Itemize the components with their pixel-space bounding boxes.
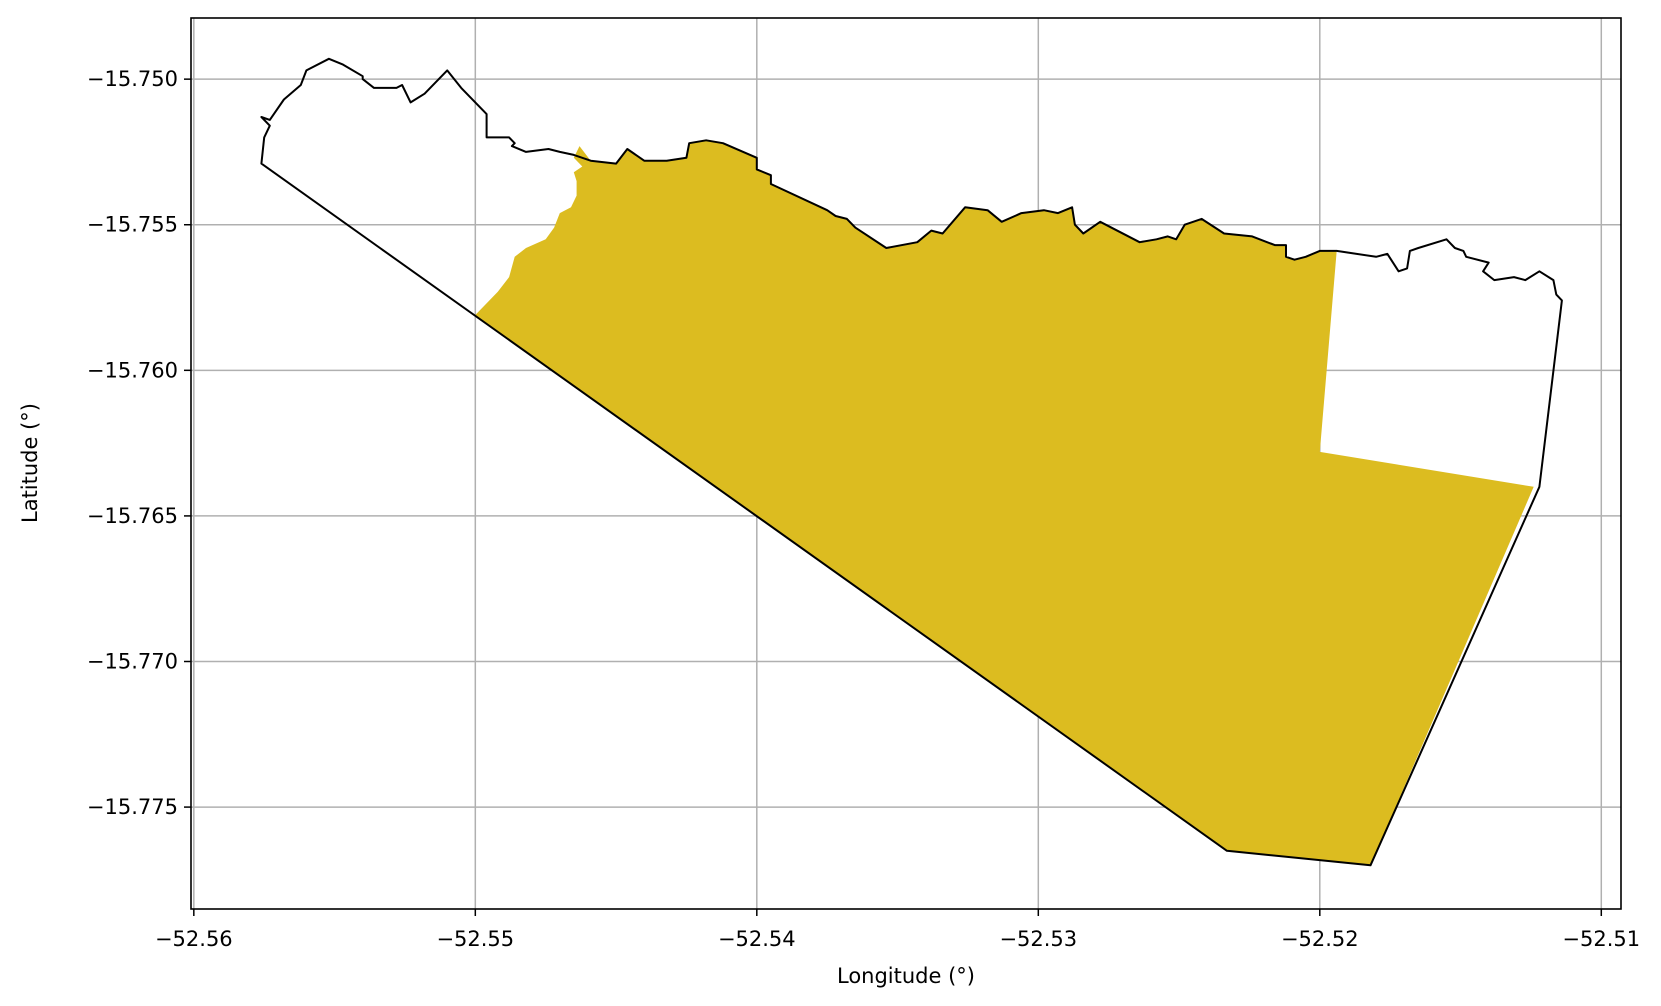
region-outline xyxy=(260,57,1563,867)
y-tick-label: −15.760 xyxy=(87,358,178,382)
y-axis-ticks: −15.750 −15.755 −15.760 −15.765 −15.770 −15.7… xyxy=(87,67,191,819)
plot-frame xyxy=(190,17,1622,910)
y-axis-title: Latitude (°) xyxy=(18,403,42,523)
y-tick-label: −15.750 xyxy=(87,67,178,91)
x-axis-title: Longitude (°) xyxy=(837,964,975,988)
filled-region-layer xyxy=(475,140,1534,866)
x-tick-label: −52.53 xyxy=(999,927,1077,951)
y-tick-label: −15.755 xyxy=(87,213,178,237)
outline-layer xyxy=(260,57,1563,867)
x-tick-label: −52.51 xyxy=(1562,927,1640,951)
x-tick-label: −52.52 xyxy=(1281,927,1359,951)
y-tick-label: −15.775 xyxy=(87,795,178,819)
filled-region xyxy=(475,140,1534,866)
x-tick-label: −52.56 xyxy=(155,927,233,951)
x-tick-label: −52.54 xyxy=(718,927,796,951)
x-axis-ticks: −52.56 −52.55 −52.54 −52.53 −52.52 −52.51 xyxy=(155,909,1640,951)
y-tick-label: −15.765 xyxy=(87,504,178,528)
y-tick-label: −15.770 xyxy=(87,650,178,674)
x-tick-label: −52.55 xyxy=(436,927,514,951)
